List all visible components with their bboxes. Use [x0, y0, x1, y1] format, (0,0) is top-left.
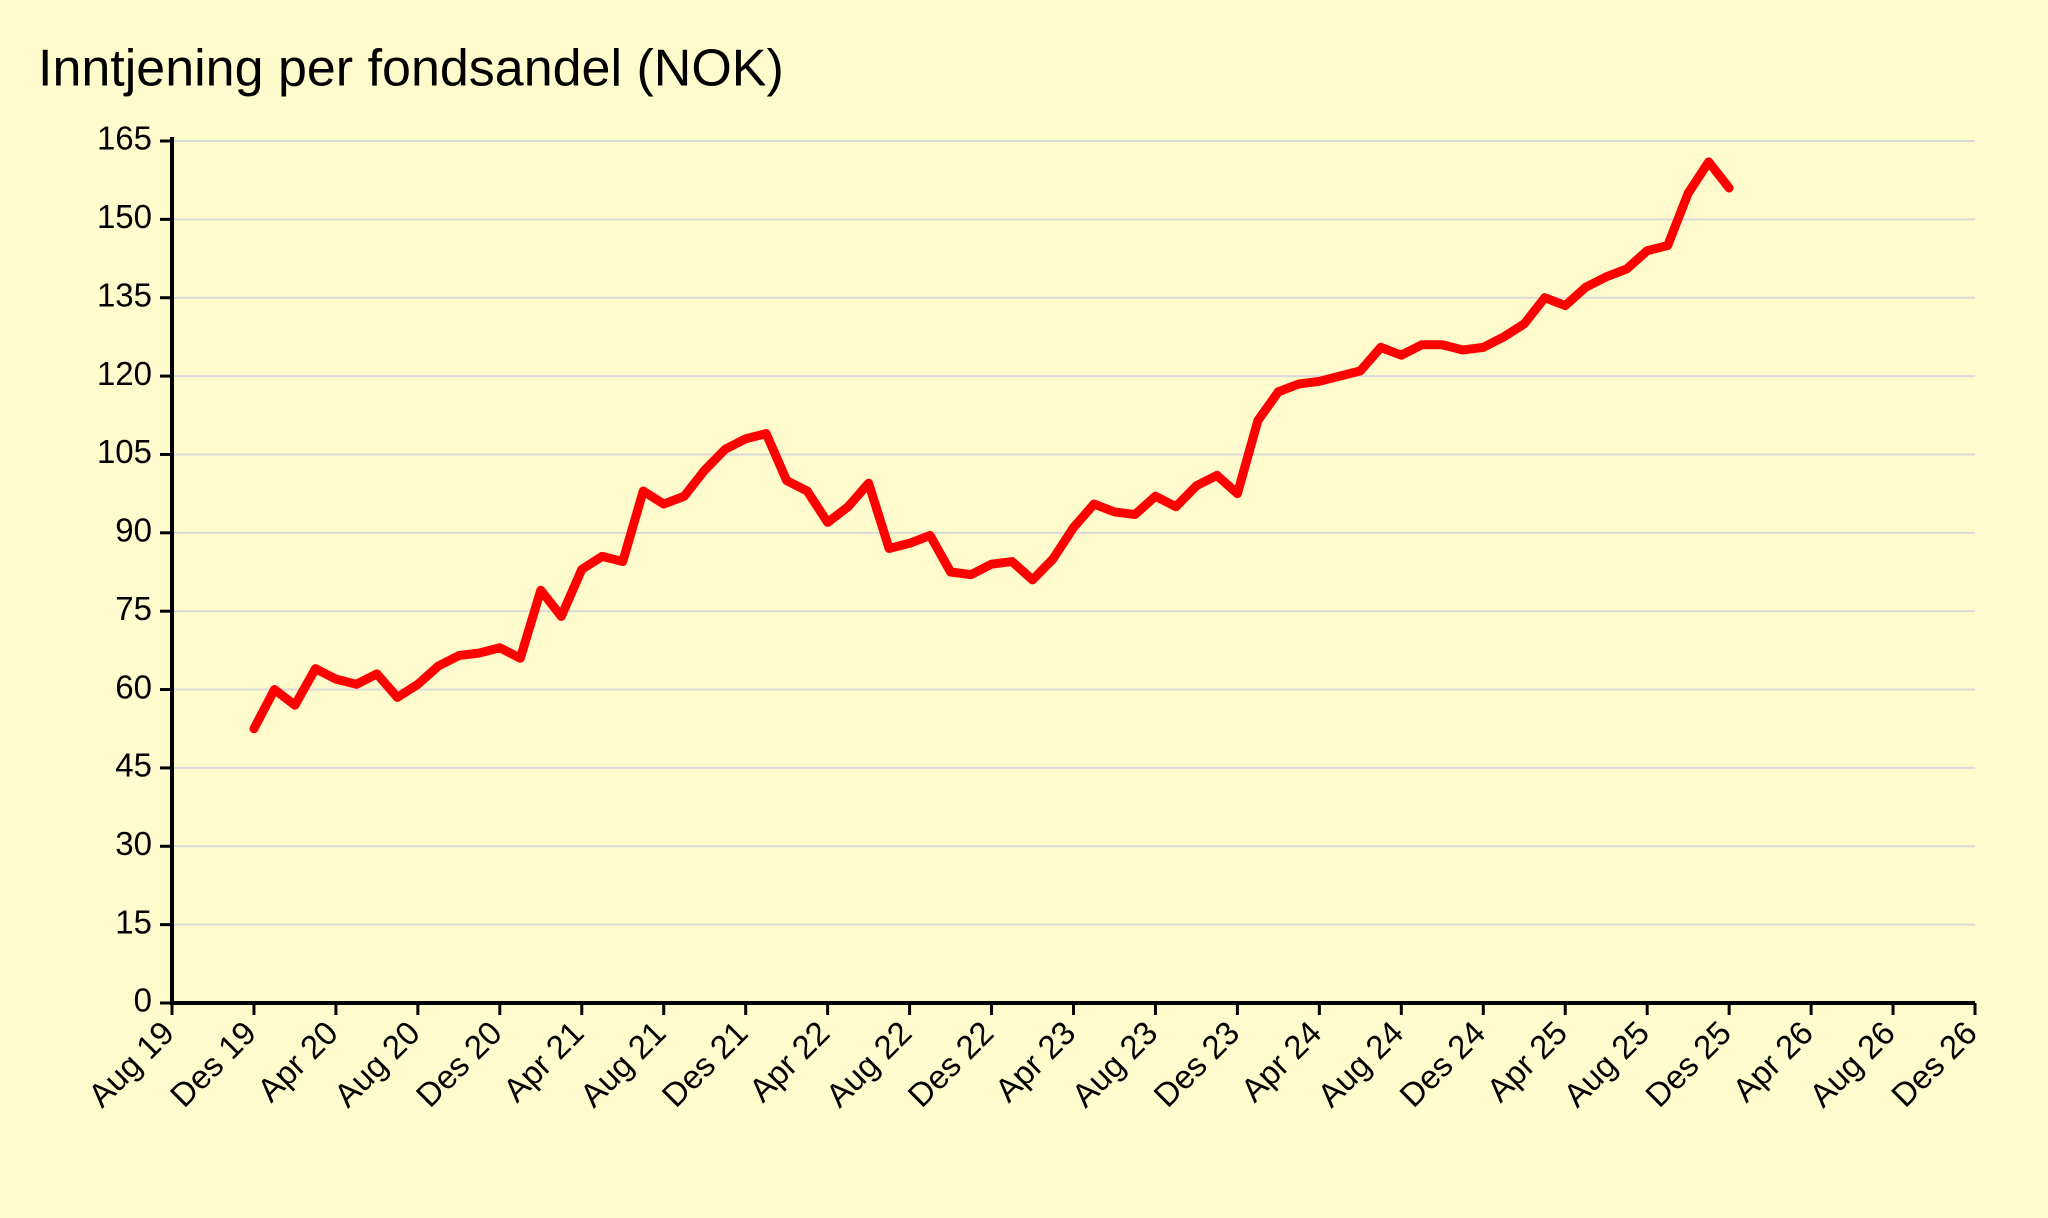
y-tick-label: 150	[97, 198, 152, 235]
y-tick-label: 90	[115, 512, 152, 549]
y-tick-label: 30	[115, 825, 152, 862]
y-tick-label: 60	[115, 668, 152, 705]
y-tick-label: 105	[97, 433, 152, 470]
y-tick-label: 15	[115, 903, 152, 940]
y-tick-label: 0	[134, 982, 152, 1019]
y-tick-label: 120	[97, 355, 152, 392]
y-tick-label: 75	[115, 590, 152, 627]
y-tick-label: 165	[97, 120, 152, 157]
data-line	[249, 157, 1734, 734]
y-tick-label: 45	[115, 747, 152, 784]
chart-title: Inntjening per fondsandel (NOK)	[38, 40, 784, 98]
y-tick-label: 135	[97, 276, 152, 313]
